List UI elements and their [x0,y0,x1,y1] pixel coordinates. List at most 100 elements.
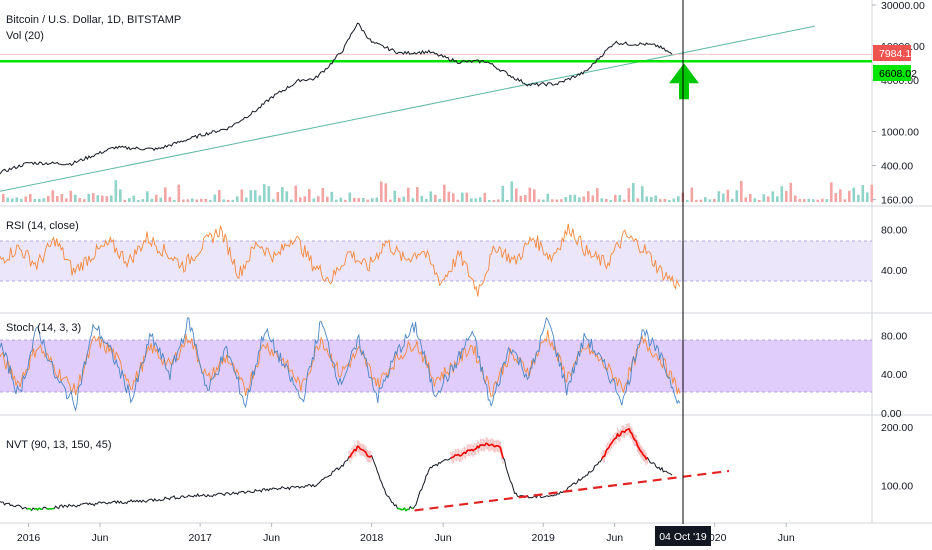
volume-bar [164,187,167,202]
stoch-pane[interactable]: 80.00 40.00 0.00 Stoch (14, 3, 3) [0,316,907,420]
nvt-high-segment [605,448,609,452]
volume-bar [789,182,793,202]
volume-bar [204,198,208,202]
nvt-high-segment [469,448,473,452]
volume-bar [416,187,419,202]
volume-bar [555,199,559,202]
stoch-band [0,340,872,392]
volume-bar [560,199,563,202]
nvt-high-segment [359,448,362,451]
volume-bar [65,198,68,202]
nvt-high-segment [634,439,637,442]
volume-bar [488,199,491,202]
volume-bar [785,191,788,202]
price-tag-red: 7984.19 [879,48,917,60]
x-tick-label-3: Jun [263,532,280,544]
nvt-high-segment [624,429,627,433]
volume-bar [767,196,770,202]
volume-bar [825,199,829,202]
volume-bar [861,185,865,202]
volume-bars [2,180,874,202]
volume-bar [218,189,221,202]
volume-bar [650,197,653,202]
volume-bar [245,197,248,202]
volume-bar [740,180,743,202]
nvt-high-segment [609,442,613,446]
volume-bar [659,199,662,202]
volume-bar [51,190,55,202]
volume-bar [155,194,158,202]
rsi-tick-label-0: 80.00 [881,224,907,236]
rsi-band [0,241,872,281]
volume-bar [83,199,86,202]
volume-bar [780,186,784,202]
rsi-series-line [0,223,681,297]
volume-bar [434,194,437,202]
volume-bar [731,199,734,202]
nvt-high-segment [499,447,503,454]
volume-bar [618,195,622,202]
volume-bar [425,198,428,202]
volume-bar [213,194,217,202]
volume-bar [677,196,680,202]
nvt-high-segment [453,454,456,458]
volume-bar [420,195,424,202]
price-pane[interactable]: 30000.0010000.004000.001000.00400.00160.… [0,0,925,207]
volume-bar [686,199,689,202]
nvt-high-segment [468,449,471,452]
volume-bar [182,199,185,202]
nvt-high-segment [460,453,464,457]
volume-bar [110,195,113,202]
nvt-low-segment [36,507,40,511]
support-line[interactable] [414,469,730,512]
nvt-high-segment [363,450,367,454]
nvt-low-segment [399,508,402,511]
volume-bar [699,199,703,202]
nvt-high-segment [367,455,370,458]
nvt-high-segment [486,443,490,447]
volume-indicator-label: Vol (20) [6,30,44,42]
volume-bar [803,199,806,202]
volume-bar [443,184,446,202]
nvt-low-segment [26,507,29,510]
volume-bar [191,198,194,202]
price-tag-red-box [873,45,911,61]
volume-bar [276,192,280,202]
volume-bar [285,191,289,202]
rsi-pane[interactable]: 80.00 40.00 RSI (14, close) [0,220,907,297]
trendline[interactable] [0,25,815,192]
x-tick-label-4: 2018 [360,532,384,544]
cursor-date-box [655,526,711,546]
nvt-pane[interactable]: 200.00 100.00 NVT (90, 13, 150, 45) [0,422,913,512]
volume-bar [254,190,257,202]
rsi-y-ticks: 80.00 40.00 [881,224,907,277]
volume-bar [798,198,802,202]
price-series-line [0,22,673,175]
nvt-high-segments [348,428,649,460]
arrow-shaft [679,79,689,100]
volume-bar [501,185,505,202]
x-tick-label-6: 2019 [532,532,556,544]
volume-bar [866,192,869,202]
volume-bar [236,196,239,202]
volume-bar [456,199,460,202]
volume-bar [141,199,145,202]
volume-bar [227,199,230,202]
volume-bar [749,194,752,202]
price-tick-label-0: 30000.00 [881,0,925,12]
stoch-y-ticks: 80.00 40.00 0.00 [881,330,907,420]
nvt-high-segment [369,455,373,458]
volume-bar [470,198,473,202]
volume-bar [551,199,554,202]
volume-bar [258,195,262,202]
volume-bar [542,199,545,202]
stoch-k-line [0,316,681,412]
volume-bar [101,195,104,202]
nvt-high-segment [500,453,504,459]
volume-bar [708,199,712,202]
volume-bar [695,199,698,202]
volume-bar [474,198,478,202]
volume-bar [479,197,482,202]
stoch-tick-label-2: 0.00 [881,408,902,420]
